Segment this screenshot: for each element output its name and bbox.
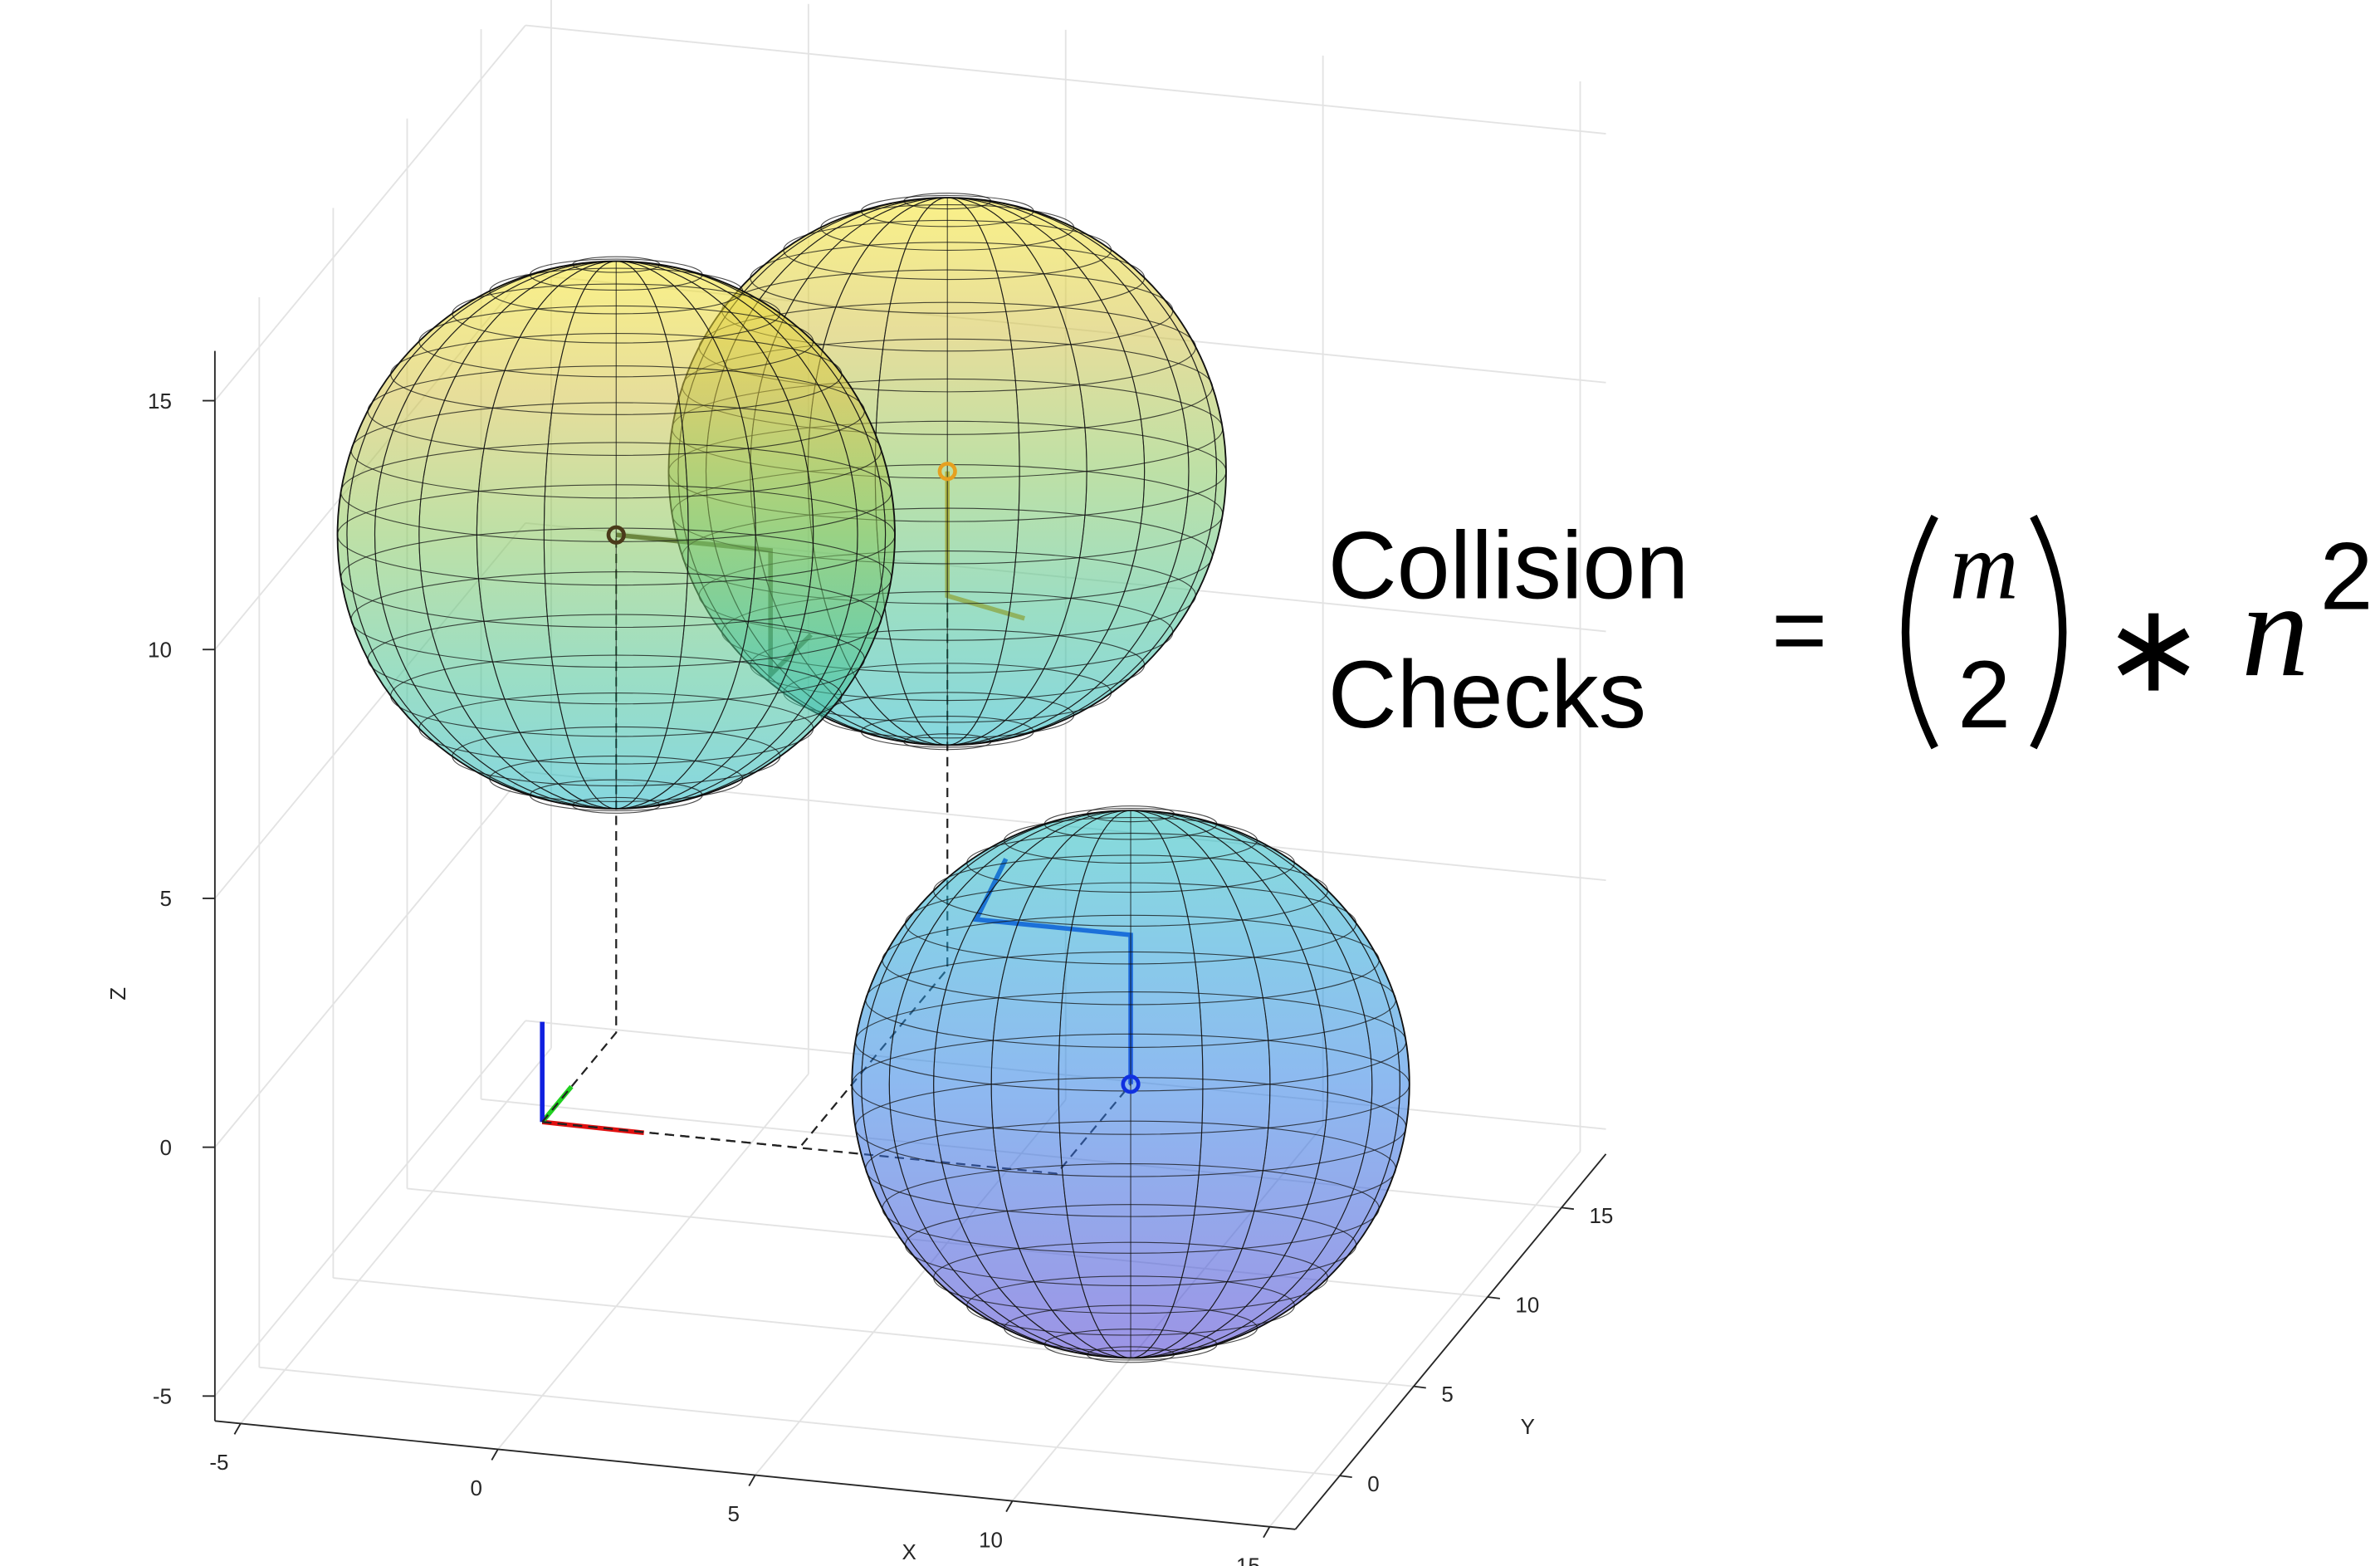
grid-line bbox=[241, 1048, 551, 1423]
y-tick bbox=[1488, 1297, 1500, 1299]
z-tick-label: 5 bbox=[159, 886, 171, 911]
binomial-paren bbox=[2033, 516, 2062, 747]
x-tick-label: 10 bbox=[979, 1527, 1003, 1552]
x-tick-label: -5 bbox=[209, 1450, 228, 1475]
x-tick bbox=[491, 1449, 497, 1460]
y-tick bbox=[1340, 1475, 1352, 1477]
x-axis-line bbox=[215, 1421, 1296, 1529]
y-tick-label: 0 bbox=[1367, 1471, 1379, 1496]
times-sign: ∗ bbox=[2102, 580, 2205, 717]
y-tick-label: 5 bbox=[1441, 1382, 1453, 1407]
sphere bbox=[338, 257, 895, 813]
base: n bbox=[2241, 555, 2309, 705]
grid-line bbox=[215, 772, 525, 1148]
y-tick bbox=[1561, 1207, 1574, 1209]
equals-sign: = bbox=[1772, 577, 1827, 683]
plot-content bbox=[338, 193, 1410, 1363]
equation-lhs: Checks bbox=[1328, 642, 1647, 748]
z-tick-label: 10 bbox=[148, 638, 172, 663]
equation-lhs: Collision bbox=[1328, 512, 1689, 619]
x-tick bbox=[1006, 1501, 1012, 1512]
chart: -5 0 5 10 15 0 5 10 15 -5 0 5 10 15 X Y Z Collision Chec… bbox=[0, 0, 2380, 1566]
z-tick-label: 15 bbox=[148, 389, 172, 414]
equation: Collision Checks = m 2 ∗ n 2 bbox=[1328, 512, 2373, 748]
x-tick-label: 15 bbox=[1236, 1553, 1260, 1566]
binomial-paren bbox=[1905, 516, 1934, 747]
x-axis-label: X bbox=[902, 1539, 916, 1564]
x-tick bbox=[1263, 1527, 1269, 1538]
x-tick-label: 0 bbox=[471, 1475, 482, 1500]
sphere bbox=[852, 806, 1409, 1363]
binomial-bottom: 2 bbox=[1957, 642, 2011, 748]
grid-line bbox=[215, 1020, 525, 1396]
y-tick bbox=[1414, 1387, 1426, 1388]
x-tick-label: 5 bbox=[727, 1501, 739, 1526]
z-tick-label: 0 bbox=[159, 1135, 171, 1160]
binomial-top: m bbox=[1950, 512, 2019, 619]
grid-line bbox=[259, 1368, 1340, 1476]
grid-line bbox=[498, 1074, 809, 1449]
y-tick-label: 10 bbox=[1515, 1293, 1539, 1318]
z-tick-label: -5 bbox=[153, 1384, 172, 1409]
page: -5 0 5 10 15 0 5 10 15 -5 0 5 10 15 X Y Z Collision Chec… bbox=[0, 0, 2380, 1566]
z-axis-label: Z bbox=[105, 987, 130, 1001]
y-tick-label: 15 bbox=[1589, 1203, 1613, 1228]
x-tick bbox=[234, 1423, 240, 1434]
x-tick bbox=[749, 1475, 755, 1486]
exponent: 2 bbox=[2320, 523, 2373, 629]
y-axis-label: Y bbox=[1521, 1414, 1535, 1439]
